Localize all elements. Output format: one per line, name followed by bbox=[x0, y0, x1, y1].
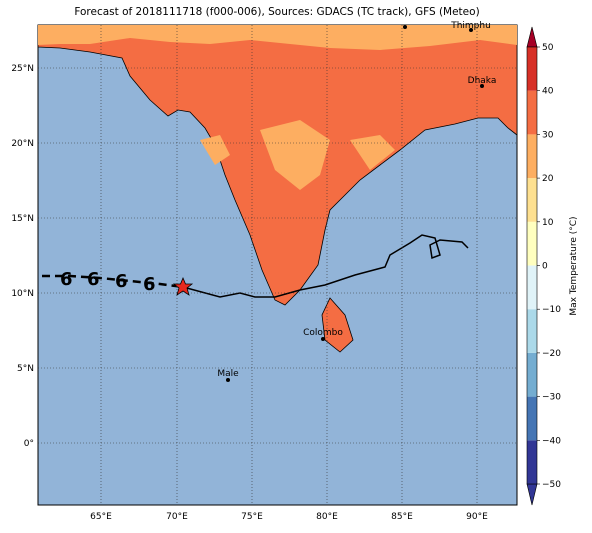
city-dot bbox=[480, 84, 484, 88]
lon-label: 90°E bbox=[466, 512, 488, 522]
colorbar-tick-label: 50 bbox=[542, 43, 554, 53]
storm-position bbox=[172, 276, 194, 296]
lat-label: 20°N bbox=[11, 139, 34, 149]
lon-label: 65°E bbox=[90, 512, 112, 522]
storm-symbol: 6 bbox=[87, 269, 100, 290]
colorbar-band bbox=[527, 90, 537, 135]
colorbar-tick-label: −10 bbox=[542, 305, 561, 315]
colorbar-band bbox=[527, 309, 537, 353]
title: Forecast of 2018111718 (f000-006), Sourc… bbox=[74, 6, 479, 18]
lon-label: 75°E bbox=[241, 512, 263, 522]
colorbar: 50 40 30 20 10 0 −10 −20 −30 −40 −50 Max Temperatur… bbox=[526, 26, 579, 506]
land-sri-lanka bbox=[321, 297, 354, 353]
city-dot bbox=[403, 25, 407, 29]
colorbar-band bbox=[527, 396, 537, 441]
colorbar-tick-label: −20 bbox=[542, 349, 561, 359]
colorbar-tick-label: 10 bbox=[542, 218, 554, 228]
graticule: 65°E 70°E 75°E 80°E 85°E 90°E 25°N 20°N 15°N 10°N… bbox=[11, 25, 517, 522]
colorbar-tick-label: 20 bbox=[542, 174, 554, 184]
storm-symbol: 6 bbox=[115, 271, 128, 292]
city-dot bbox=[469, 28, 473, 32]
colorbar-band bbox=[527, 47, 537, 91]
colorbar-tick-label: −30 bbox=[542, 393, 561, 403]
city-label: Dhaka bbox=[468, 76, 497, 86]
city-dot bbox=[321, 337, 325, 341]
storm-symbol: 6 bbox=[60, 269, 73, 290]
colorbar-band bbox=[527, 265, 537, 310]
lat-label: 15°N bbox=[11, 214, 34, 224]
colorbar-extend-bottom bbox=[526, 483, 538, 506]
observed-track bbox=[182, 234, 469, 298]
forecast-track bbox=[42, 274, 184, 289]
lon-label: 70°E bbox=[166, 512, 188, 522]
land-cooler-patches bbox=[200, 120, 395, 190]
colorbar-tick-label: 30 bbox=[542, 130, 554, 140]
city-label: Thimphu bbox=[450, 21, 491, 31]
colorbar-band bbox=[527, 221, 537, 266]
colorbar-label: Max Temperature (°C) bbox=[569, 216, 579, 315]
storm-symbols: 6 6 6 6 bbox=[60, 269, 156, 295]
land-cooler bbox=[38, 25, 517, 50]
lat-label: 10°N bbox=[11, 289, 34, 299]
colorbar-tick-label: 0 bbox=[542, 262, 548, 272]
colorbar-band bbox=[527, 352, 537, 397]
colorbar-tick-label: −50 bbox=[542, 480, 561, 490]
colorbar-band bbox=[527, 178, 537, 222]
city-label: Male bbox=[217, 369, 239, 379]
city-label: Colombo bbox=[303, 328, 343, 338]
lat-label: 5°N bbox=[17, 364, 34, 374]
lat-label: 0° bbox=[24, 439, 34, 449]
cities: Thimphu Dhaka Colombo Male bbox=[217, 21, 496, 382]
colorbar-band bbox=[527, 134, 537, 179]
colorbar-tick-label: 40 bbox=[542, 87, 554, 97]
colorbar-extend-top bbox=[526, 26, 538, 48]
lon-label: 85°E bbox=[391, 512, 413, 522]
colorbar-band bbox=[527, 440, 537, 484]
lat-label: 25°N bbox=[11, 64, 34, 74]
storm-symbol: 6 bbox=[143, 274, 156, 295]
lon-label: 80°E bbox=[316, 512, 338, 522]
city-dot bbox=[226, 378, 230, 382]
colorbar-tick-label: −40 bbox=[542, 436, 561, 446]
